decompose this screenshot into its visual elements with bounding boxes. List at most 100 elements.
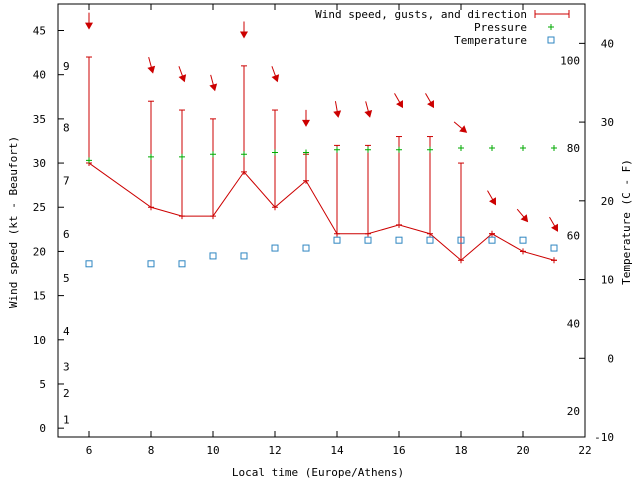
- wind-direction-arrow: [394, 93, 403, 109]
- fahrenheit-label: 60: [567, 229, 580, 242]
- beaufort-axis: 1 2 3 4 5 6 7 8 9: [63, 60, 70, 426]
- temperature-point: [426, 236, 434, 244]
- wind-speed-series: [86, 160, 557, 264]
- pressure-point: [520, 145, 526, 152]
- arrow-shaft: [516, 208, 525, 218]
- arrow-head: [209, 83, 218, 92]
- pressure-point: [551, 145, 557, 152]
- temperature-point: [488, 236, 496, 244]
- arrow-head: [240, 31, 248, 39]
- arrow-head: [333, 110, 342, 118]
- temperature-point: [85, 260, 93, 268]
- arrow-shaft: [394, 93, 401, 104]
- arrow-shaft: [271, 66, 277, 77]
- wind-speed-point: [489, 230, 495, 237]
- arrow-shaft: [487, 190, 494, 201]
- wind-speed-point: [520, 248, 526, 255]
- pressure-point: [241, 151, 247, 158]
- arrow-shaft: [365, 101, 370, 113]
- y-right-tick-label: 20: [601, 195, 614, 208]
- beaufort-label: 8: [63, 122, 70, 135]
- wind-speed-point: [179, 213, 185, 220]
- wind-speed-point: [334, 230, 340, 237]
- y-left-tick-label: 10: [33, 334, 46, 347]
- wind-speed-point: [458, 257, 464, 264]
- x-tick-label: 18: [454, 444, 467, 457]
- wind-speed-point: [551, 257, 557, 264]
- y-axis-left: 0 5 10 15 20 25 30 35 40 45: [33, 25, 64, 435]
- beaufort-label: 4: [63, 325, 70, 338]
- beaufort-label: 2: [63, 387, 70, 400]
- x-tick-label: 6: [86, 444, 93, 457]
- y-axis-left-label: Wind speed (kt - Beaufort): [7, 136, 20, 308]
- wind-direction-arrow: [240, 21, 248, 39]
- pressure-point: [396, 146, 402, 153]
- pressure-point: [86, 157, 92, 164]
- wind-direction-arrow: [425, 93, 434, 109]
- wind-direction-arrow: [516, 208, 529, 223]
- arrow-shaft: [453, 121, 463, 130]
- temperature-point: [147, 260, 155, 268]
- temperature-point: [209, 252, 217, 260]
- pressure-point: [489, 145, 495, 152]
- beaufort-label: 6: [63, 228, 70, 241]
- temperature-point: [333, 236, 341, 244]
- wind-speed-line: [88, 162, 555, 261]
- arrow-head: [178, 74, 187, 83]
- temperature-point: [302, 244, 310, 252]
- arrow-head: [85, 22, 93, 30]
- pressure-point: [458, 145, 464, 152]
- beaufort-label: 1: [63, 413, 70, 426]
- fahrenheit-axis: 20 40 60 80 100: [560, 55, 580, 418]
- legend-label-wind: Wind speed, gusts, and direction: [315, 8, 527, 21]
- temperature-point: [519, 236, 527, 244]
- wind-direction-arrow: [85, 12, 93, 30]
- arrow-head: [520, 214, 529, 223]
- arrow-head: [364, 109, 373, 118]
- beaufort-label: 3: [63, 360, 70, 373]
- wind-direction-series: [85, 12, 558, 232]
- arrow-shaft: [148, 57, 153, 68]
- pressure-series: [86, 145, 557, 164]
- temperature-point: [178, 260, 186, 268]
- y-axis-right-label: Temperature (C - F): [620, 159, 633, 285]
- x-tick-label: 20: [516, 444, 529, 457]
- pressure-point: [272, 149, 278, 156]
- x-tick-label: 22: [578, 444, 591, 457]
- beaufort-label: 7: [63, 175, 70, 188]
- temperature-point: [271, 244, 279, 252]
- y-left-tick-label: 5: [39, 378, 46, 391]
- wind-direction-arrow: [549, 216, 558, 232]
- arrow-shaft: [178, 66, 184, 77]
- temperature-point: [550, 244, 558, 252]
- x-axis-label: Local time (Europe/Athens): [232, 466, 404, 479]
- x-tick-label: 10: [206, 444, 219, 457]
- wind-speed-point: [210, 213, 216, 220]
- temperature-point: [457, 236, 465, 244]
- legend-label-temperature: Temperature: [454, 34, 527, 47]
- beaufort-label: 9: [63, 60, 70, 73]
- wind-direction-arrow: [453, 121, 468, 133]
- wind-direction-arrow: [487, 190, 496, 206]
- pressure-point: [210, 151, 216, 158]
- y-left-tick-label: 35: [33, 113, 46, 126]
- fahrenheit-label: 20: [567, 405, 580, 418]
- temperature-point: [395, 236, 403, 244]
- pressure-point: [179, 153, 185, 160]
- beaufort-label: 5: [63, 272, 70, 285]
- arrow-shaft: [549, 216, 556, 227]
- y-right-tick-label: -10: [594, 431, 614, 444]
- pressure-point: [365, 146, 371, 153]
- wind-speed-point: [272, 204, 278, 211]
- wind-speed-point: [148, 204, 154, 211]
- arrow-shaft: [334, 101, 338, 113]
- legend-label-pressure: Pressure: [474, 21, 527, 34]
- y-left-tick-label: 45: [33, 25, 46, 38]
- wind-direction-arrow: [271, 66, 280, 83]
- arrow-shaft: [210, 74, 215, 86]
- y-right-tick-label: 40: [601, 37, 614, 50]
- wind-direction-arrow: [364, 101, 373, 118]
- gust-bars: [86, 56, 557, 261]
- wind-direction-arrow: [147, 57, 156, 74]
